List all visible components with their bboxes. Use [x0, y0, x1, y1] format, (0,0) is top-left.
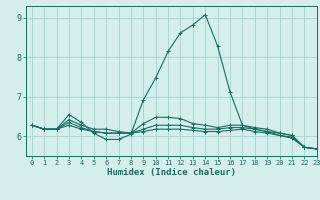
X-axis label: Humidex (Indice chaleur): Humidex (Indice chaleur)	[107, 168, 236, 177]
